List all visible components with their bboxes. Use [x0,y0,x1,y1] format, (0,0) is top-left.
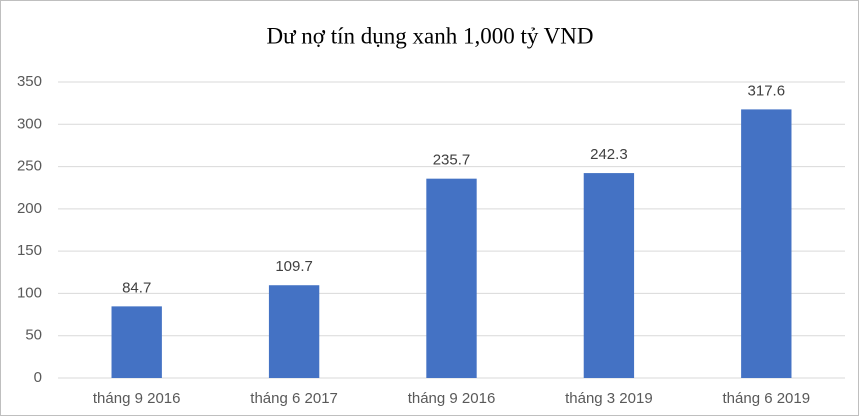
data-label: 109.7 [275,258,313,275]
y-tick-label: 50 [25,327,42,344]
y-tick-label: 300 [17,115,42,132]
chart-title: Dư nợ tín dụng xanh 1,000 tỷ VND [266,23,593,48]
y-tick-label: 250 [17,158,42,175]
x-tick-label: tháng 6 2019 [723,390,811,407]
bar [583,173,635,378]
bar [111,306,162,378]
data-label: 235.7 [433,152,471,169]
bar [741,109,792,378]
data-label: 84.7 [122,279,151,296]
y-tick-label: 100 [17,284,42,301]
data-label: 317.6 [748,82,786,99]
x-tick-label: tháng 6 2017 [250,390,338,407]
bar [426,178,477,378]
y-tick-label: 150 [17,242,42,259]
x-tick-label: tháng 9 2016 [408,390,496,407]
bar [268,285,320,378]
data-label: 242.3 [590,146,628,163]
y-tick-label: 350 [17,73,42,90]
y-tick-label: 0 [34,369,42,386]
x-tick-label: tháng 9 2016 [93,390,181,407]
y-tick-label: 200 [17,200,42,217]
x-tick-label: tháng 3 2019 [565,390,653,407]
